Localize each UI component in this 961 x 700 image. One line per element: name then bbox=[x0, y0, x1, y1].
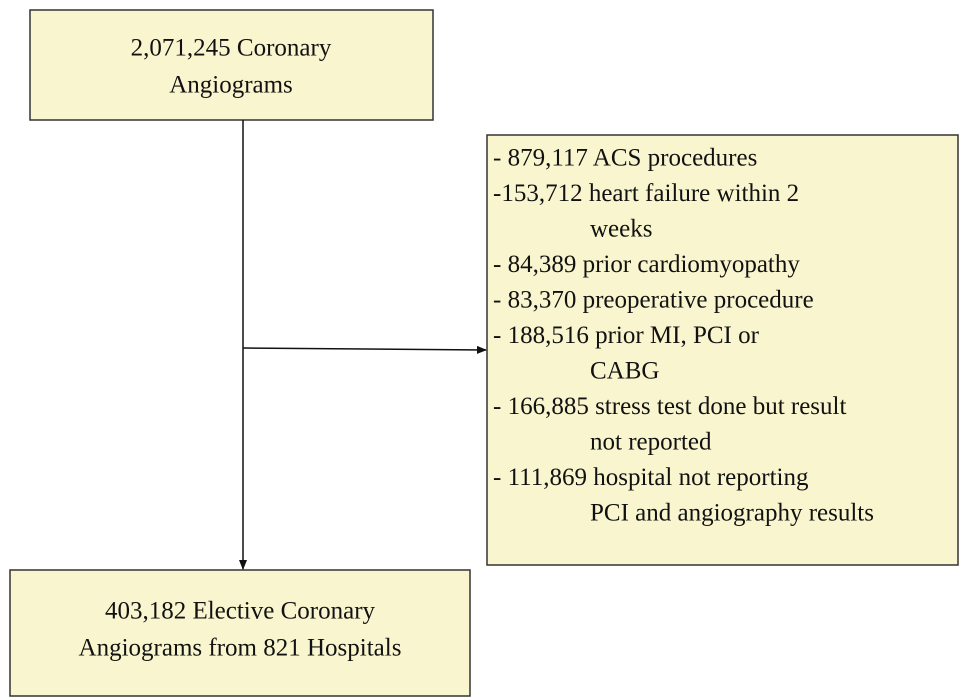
exclusion-item: CABG bbox=[590, 358, 659, 385]
exclusion-item: - 84,389 prior cardiomyopathy bbox=[493, 251, 800, 278]
node-label: Angiograms from 821 Hospitals bbox=[79, 635, 402, 662]
exclusion-item: - 83,370 preoperative procedure bbox=[493, 287, 814, 314]
exclusion-item: - 188,516 prior MI, PCI or bbox=[493, 322, 760, 349]
node-label: 403,182 Elective Coronary bbox=[105, 598, 376, 625]
exclusion-item: weeks bbox=[590, 216, 652, 243]
exclusion-item: - 879,117 ACS procedures bbox=[493, 145, 757, 172]
bottom-box bbox=[9, 569, 471, 697]
exclusion-arrow bbox=[242, 345, 487, 354]
node-label: Angiograms bbox=[169, 72, 293, 99]
exclusion-item: - 111,869 hospital not reporting bbox=[493, 464, 809, 491]
node-label: 2,071,245 Coronary bbox=[131, 35, 332, 62]
exclusion-item: not reported bbox=[590, 429, 712, 456]
exclusion-item: - 166,885 stress test done but result bbox=[493, 393, 846, 420]
exclusion-box bbox=[486, 134, 959, 566]
exclusion-item: PCI and angiography results bbox=[590, 500, 874, 527]
top-box bbox=[29, 9, 434, 121]
exclusion-item: -153,712 heart failure within 2 bbox=[493, 180, 799, 207]
